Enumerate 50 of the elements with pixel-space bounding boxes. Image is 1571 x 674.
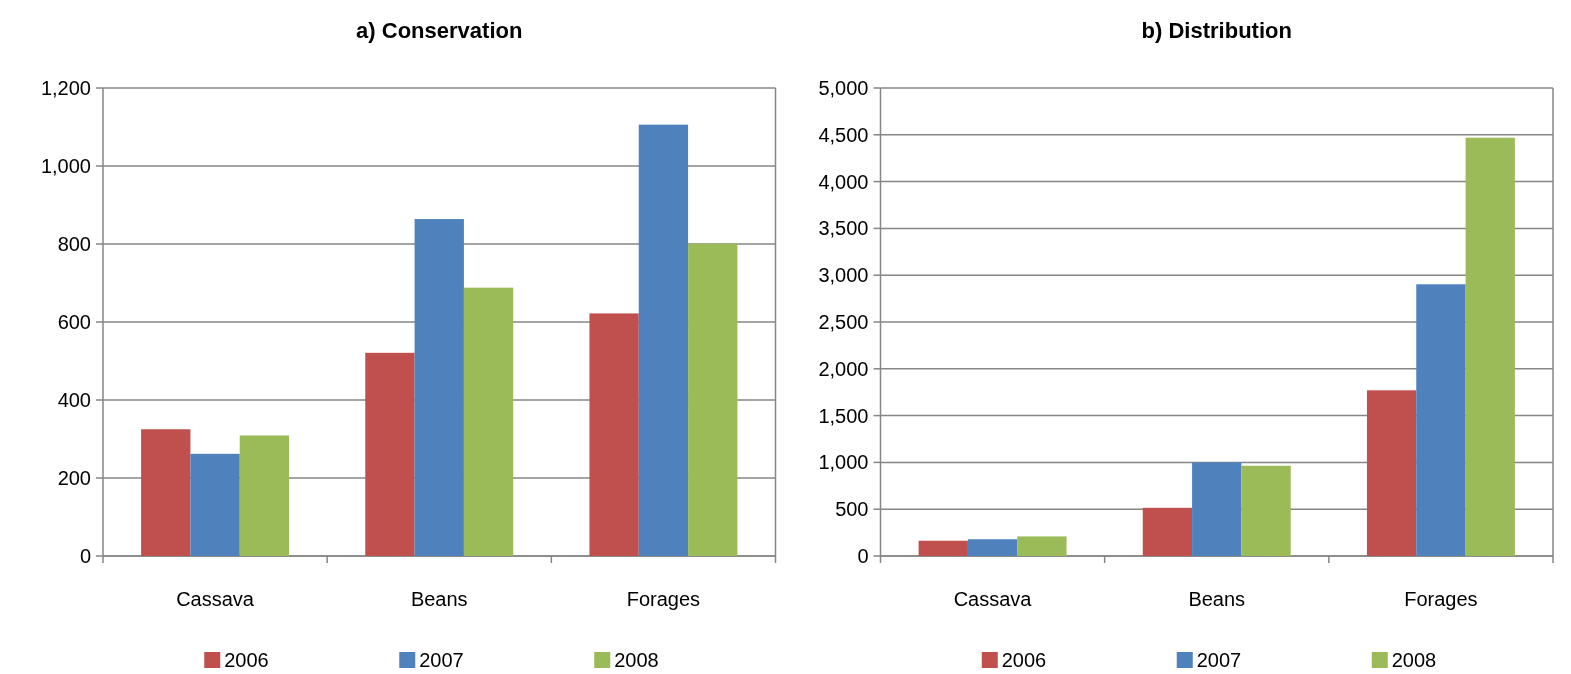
y-tick-label: 1,500 [818, 404, 869, 427]
bar [463, 287, 514, 556]
y-tick-label: 800 [57, 233, 91, 255]
bar [190, 453, 240, 556]
bar [1366, 390, 1417, 556]
legend-label: 2006 [1001, 649, 1047, 671]
legend-label: 2008 [614, 649, 659, 671]
y-tick-label: 200 [57, 467, 91, 489]
y-tick-label: 1,200 [40, 77, 91, 99]
y-tick-label: 1,000 [818, 451, 869, 474]
x-tick-label: Forages [626, 588, 701, 610]
y-tick-label: 3,500 [818, 217, 869, 240]
y-tick-label: 600 [57, 311, 91, 333]
bar [1241, 465, 1291, 556]
legend-label: 2007 [1196, 649, 1242, 671]
chart-title: a) Conservation [356, 18, 523, 43]
bar [1017, 536, 1067, 556]
y-tick-label: 3,000 [818, 264, 869, 287]
bar [1416, 284, 1466, 556]
legend-label: 2008 [1391, 649, 1437, 671]
bar [141, 429, 191, 556]
y-tick-label: 0 [79, 545, 91, 567]
y-tick-label: 1,000 [40, 155, 91, 177]
y-tick-label: 400 [57, 389, 91, 411]
bar [589, 313, 639, 556]
y-tick-label: 500 [835, 498, 869, 521]
chart-title: b) Distribution [1141, 18, 1292, 43]
x-tick-label: Cassava [953, 588, 1033, 610]
bar [365, 352, 415, 556]
bar [688, 243, 738, 556]
bar [239, 435, 290, 556]
x-tick-label: Forages [1404, 588, 1478, 610]
x-tick-label: Cassava [176, 588, 255, 610]
bar [414, 219, 464, 556]
bar [1142, 507, 1193, 556]
y-tick-label: 2,000 [818, 357, 869, 380]
y-tick-label: 5,000 [818, 77, 869, 99]
y-tick-label: 2,500 [818, 311, 869, 333]
x-tick-label: Beans [1188, 588, 1246, 610]
bar [1465, 137, 1515, 556]
y-tick-label: 4,000 [818, 170, 869, 193]
y-tick-label: 4,500 [818, 123, 869, 146]
legend-label: 2006 [224, 649, 269, 671]
bar [967, 539, 1018, 556]
x-tick-label: Beans [410, 588, 468, 610]
legend-label: 2007 [419, 649, 464, 671]
bar [1192, 462, 1242, 556]
y-tick-label: 0 [857, 545, 869, 567]
bar [918, 540, 968, 556]
bar [638, 124, 689, 556]
